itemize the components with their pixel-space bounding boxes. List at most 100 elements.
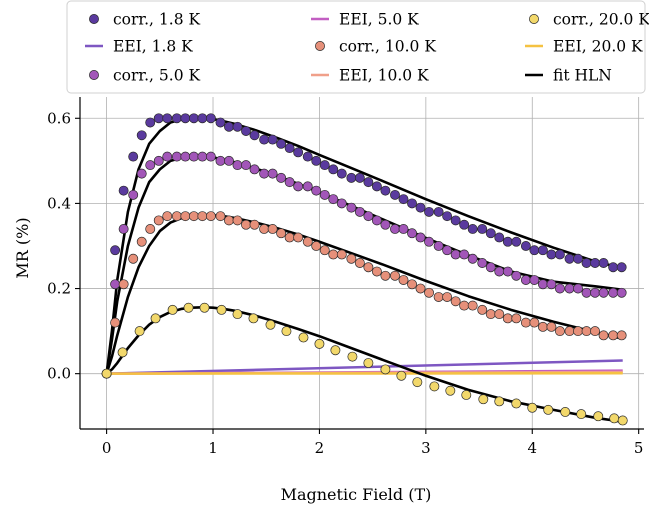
data-point: [215, 211, 226, 222]
x-tick-label: 2: [315, 439, 325, 457]
data-point: [249, 164, 260, 175]
data-point: [267, 168, 278, 179]
data-point: [284, 177, 295, 188]
data-point: [467, 300, 478, 311]
data-point: [284, 232, 295, 243]
data-point: [511, 398, 522, 409]
data-point: [346, 172, 357, 183]
data-point: [241, 219, 251, 230]
data-point: [609, 413, 620, 424]
data-point: [380, 185, 391, 196]
data-point: [363, 211, 374, 222]
data-point: [494, 232, 505, 243]
data-point: [145, 117, 156, 128]
data-point: [527, 402, 538, 413]
data-point: [265, 319, 276, 330]
data-point: [511, 313, 522, 324]
data-point: [162, 113, 173, 124]
data-point: [554, 326, 565, 337]
data-point: [354, 172, 365, 183]
data-point: [197, 113, 208, 124]
y-tick-label: 0.0: [47, 365, 71, 383]
data-point: [145, 160, 156, 171]
data-point: [529, 317, 540, 328]
data-point: [363, 177, 374, 188]
data-point: [371, 266, 382, 277]
data-point: [136, 168, 147, 179]
data-point: [205, 211, 216, 222]
data-point: [520, 317, 531, 328]
data-point: [183, 302, 194, 313]
data-point: [241, 160, 251, 171]
data-point: [459, 300, 470, 311]
data-point: [380, 219, 391, 230]
data-point: [407, 198, 417, 209]
data-point: [336, 168, 347, 179]
legend-label: corr., 20.0 K: [553, 11, 649, 29]
data-point: [153, 113, 164, 124]
legend-label: EEI, 5.0 K: [339, 11, 419, 29]
data-point: [424, 236, 434, 247]
data-point: [390, 223, 400, 234]
data-point: [180, 113, 191, 124]
y-tick-label: 0.4: [47, 194, 71, 212]
data-point: [249, 219, 260, 230]
data-point: [608, 262, 619, 273]
data-point: [302, 236, 313, 247]
data-point: [450, 249, 461, 260]
data-point: [354, 206, 365, 217]
data-point: [598, 258, 609, 268]
data-point: [485, 309, 496, 320]
data-point: [205, 151, 216, 162]
data-point: [396, 370, 407, 381]
data-point: [128, 189, 139, 200]
data-point: [354, 258, 365, 268]
data-point: [390, 270, 400, 281]
data-point: [134, 326, 145, 337]
data-point: [319, 189, 330, 200]
data-point: [537, 321, 548, 332]
data-point: [328, 194, 339, 205]
data-point: [150, 313, 161, 324]
data-point: [145, 223, 156, 234]
data-point: [371, 181, 382, 192]
data-point: [249, 130, 260, 141]
data-point: [564, 253, 575, 264]
plot-area: [101, 113, 628, 426]
data-point: [311, 185, 322, 196]
data-point: [248, 313, 259, 324]
data-point: [485, 228, 496, 239]
data-point: [590, 326, 600, 337]
series-line: [106, 359, 623, 375]
data-point: [363, 358, 374, 368]
data-point: [546, 249, 557, 260]
data-point: [573, 253, 583, 264]
data-point: [167, 304, 178, 315]
data-point: [616, 287, 627, 298]
x-tick-label: 4: [527, 439, 537, 457]
data-point: [554, 283, 565, 294]
data-point: [617, 415, 628, 426]
data-point: [494, 396, 505, 407]
data-point: [267, 223, 278, 234]
data-point: [398, 223, 409, 234]
data-point: [415, 202, 426, 213]
data-point: [433, 206, 444, 217]
legend-marker: [529, 14, 539, 24]
data-point: [128, 253, 139, 264]
data-point: [573, 283, 583, 294]
data-point: [118, 223, 129, 234]
x-tick-label: 5: [634, 439, 644, 457]
data-point: [281, 326, 292, 337]
data-point: [502, 236, 513, 247]
data-point: [407, 279, 417, 290]
data-point: [117, 347, 128, 358]
data-point: [494, 266, 505, 277]
legend: corr., 1.8 K EEI, 1.8 K corr., 5.0 K EEI, 5…: [66, 0, 649, 94]
data-point: [564, 283, 575, 294]
data-point: [259, 223, 270, 234]
data-point: [608, 287, 619, 298]
data-point: [110, 317, 121, 328]
data-point: [429, 381, 440, 392]
data-point: [276, 228, 287, 239]
